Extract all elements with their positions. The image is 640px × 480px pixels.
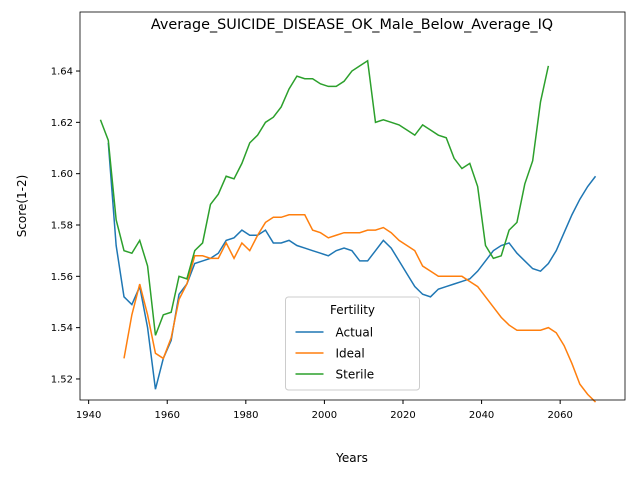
y-tick-label: 1.58 xyxy=(51,220,73,231)
line-series xyxy=(123,213,597,403)
y-tick-label: 1.64 xyxy=(51,67,73,78)
line-series xyxy=(99,59,550,336)
x-tick-label: 1960 xyxy=(155,410,180,421)
legend: Fertility Actual Ideal Sterile xyxy=(285,296,420,391)
chart-title: Average_SUICIDE_DISEASE_OK_Male_Below_Av… xyxy=(151,17,553,33)
y-tick-label: 1.52 xyxy=(51,374,73,385)
y-tick-label: 1.62 xyxy=(51,118,73,129)
legend-title: Fertility xyxy=(330,303,375,317)
x-tick-label: 2000 xyxy=(312,410,337,421)
plot-frame xyxy=(79,11,626,401)
legend-box xyxy=(285,296,420,391)
x-tick-label: 1940 xyxy=(76,410,101,421)
legend-label: Sterile xyxy=(336,368,375,382)
y-tick-label: 1.60 xyxy=(51,169,73,180)
y-tick-label: 1.56 xyxy=(51,272,73,283)
x-tick-label: 1980 xyxy=(233,410,258,421)
legend-label: Actual xyxy=(336,326,374,340)
y-tick-label: 1.54 xyxy=(51,323,73,334)
x-tick-label: 2060 xyxy=(547,410,572,421)
y-axis-label: Score(1-2) xyxy=(15,175,29,238)
x-axis-label: Years xyxy=(335,451,368,465)
legend-label: Ideal xyxy=(336,347,365,361)
x-tick-label: 2040 xyxy=(469,410,494,421)
x-tick-label: 2020 xyxy=(390,410,415,421)
